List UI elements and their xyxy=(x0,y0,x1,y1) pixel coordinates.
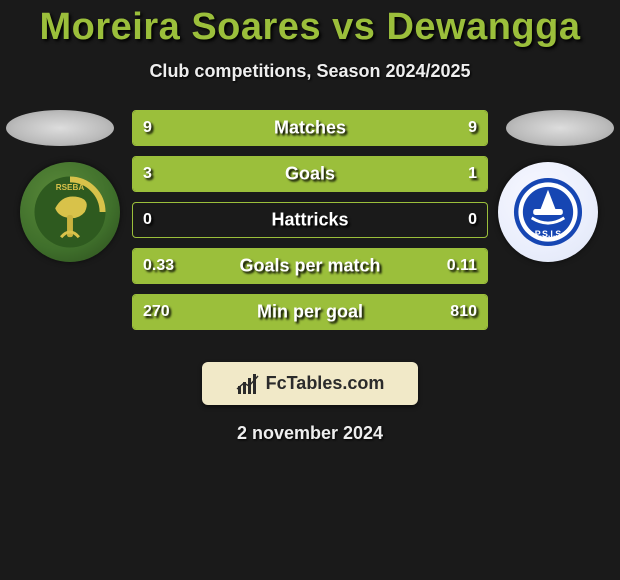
stat-value-right: 0 xyxy=(468,211,477,229)
stat-row: 270810Min per goal xyxy=(132,294,488,330)
comparison-content: RSEBA P.S.I.S 99Matches 31Goals 0 0Hattrick… xyxy=(0,110,620,340)
player-left-avatar xyxy=(6,110,114,146)
page-title: Moreira Soares vs Dewangga xyxy=(0,6,620,49)
stat-row: 0.330.11Goals per match xyxy=(132,248,488,284)
club-left-badge: RSEBA xyxy=(20,162,120,262)
stat-bar-right xyxy=(232,295,487,329)
psis-crest-icon: P.S.I.S xyxy=(511,175,585,249)
persebaya-crest-icon: RSEBA xyxy=(33,175,107,249)
bar-chart-icon xyxy=(236,372,260,396)
stat-bar-left xyxy=(133,249,388,283)
player-right-avatar xyxy=(506,110,614,146)
stat-bar-left xyxy=(133,157,388,191)
watermark: FcTables.com xyxy=(202,362,418,405)
stat-bar-right xyxy=(310,111,487,145)
stat-label: Hattricks xyxy=(133,210,487,231)
stat-bar-left xyxy=(133,295,232,329)
stat-row: 0 0Hattricks xyxy=(132,202,488,238)
club-right-badge: P.S.I.S xyxy=(498,162,598,262)
stat-value-left: 0 xyxy=(143,211,152,229)
svg-text:RSEBA: RSEBA xyxy=(56,183,85,192)
stat-bar-right xyxy=(388,157,487,191)
stat-bar-right xyxy=(388,249,487,283)
stat-row: 99Matches xyxy=(132,110,488,146)
comparison-infographic: Moreira Soares vs Dewangga Club competit… xyxy=(0,0,620,580)
watermark-text: FcTables.com xyxy=(266,373,385,394)
stat-bar-left xyxy=(133,111,310,145)
subtitle: Club competitions, Season 2024/2025 xyxy=(0,61,620,82)
stat-row: 31Goals xyxy=(132,156,488,192)
stat-rows: 99Matches 31Goals 0 0Hattricks 0.330.11Goals… xyxy=(132,110,488,330)
svg-text:P.S.I.S: P.S.I.S xyxy=(535,229,562,239)
date-label: 2 november 2024 xyxy=(0,423,620,444)
